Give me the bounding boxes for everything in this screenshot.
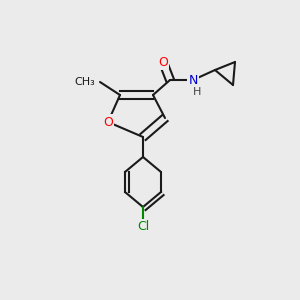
Text: N: N	[188, 74, 198, 86]
Text: O: O	[158, 56, 168, 68]
Text: Cl: Cl	[137, 220, 149, 233]
Text: H: H	[193, 87, 201, 97]
Text: CH₃: CH₃	[74, 77, 95, 87]
Text: O: O	[103, 116, 113, 128]
